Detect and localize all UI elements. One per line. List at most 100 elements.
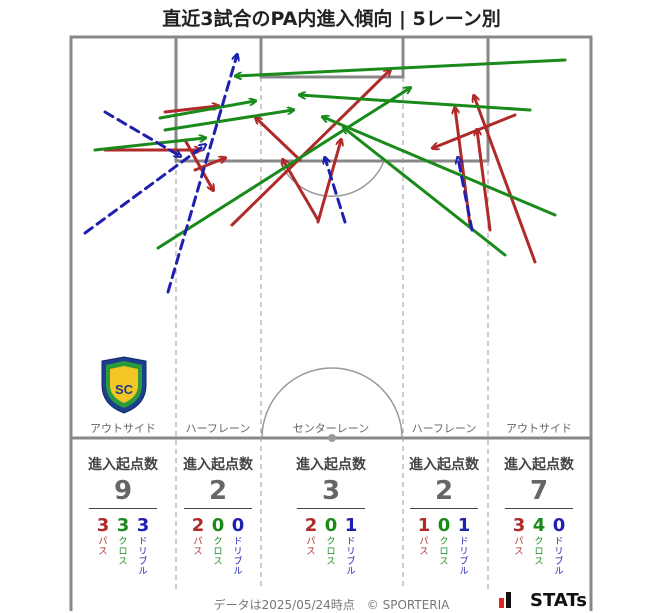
dribble-label: ドリブル bbox=[554, 537, 564, 577]
lane-breakdown: 3 パス 3 クロス 3 ドリブル bbox=[93, 515, 153, 581]
dribble-count: 3 bbox=[136, 515, 150, 536]
dribble-label: ドリブル bbox=[138, 537, 148, 577]
dribble-count: 1 bbox=[457, 515, 471, 536]
pass-arrow bbox=[256, 118, 302, 162]
pass-count-item: 2 パス bbox=[191, 515, 205, 557]
dribble-count-item: 1 ドリブル bbox=[344, 515, 358, 577]
pass-label: パス bbox=[419, 537, 429, 557]
cross-count: 3 bbox=[116, 515, 130, 536]
dribble-label: ドリブル bbox=[459, 537, 469, 577]
center-spot bbox=[328, 434, 336, 442]
lane-divider-rule bbox=[184, 508, 252, 509]
brand-name: STATs bbox=[530, 590, 587, 611]
lane-breakdown: 1 パス 0 クロス 1 ドリブル bbox=[414, 515, 474, 581]
stats-logo-icon bbox=[499, 592, 511, 608]
lane-breakdown: 2 パス 0 クロス 1 ドリブル bbox=[301, 515, 361, 581]
pass-count-item: 3 パス bbox=[512, 515, 526, 557]
cross-arrow bbox=[93, 138, 205, 152]
pass-arrow bbox=[433, 113, 517, 148]
dribble-count-item: 1 ドリブル bbox=[457, 515, 471, 577]
lane-breakdown: 2 パス 0 クロス 0 ドリブル bbox=[188, 515, 248, 581]
pass-arrow bbox=[230, 70, 390, 227]
cross-count: 0 bbox=[324, 515, 338, 536]
pass-arrow bbox=[183, 138, 213, 190]
center-circle bbox=[261, 367, 403, 439]
svg-text:SC: SC bbox=[115, 382, 134, 397]
lane-divider-rule bbox=[89, 508, 157, 509]
penalty-arc bbox=[279, 160, 385, 197]
cross-arrow bbox=[300, 95, 532, 112]
chart-title: 直近3試合のPA内進入傾向 | 5レーン別 bbox=[162, 8, 501, 30]
cross-arrow bbox=[344, 128, 507, 257]
pass-count: 3 bbox=[96, 515, 110, 536]
pass-count: 3 bbox=[512, 515, 526, 536]
entry-arrows bbox=[83, 55, 567, 294]
cross-arrow bbox=[156, 88, 410, 250]
lane-name: アウトサイド bbox=[506, 422, 572, 435]
pass-arrow bbox=[474, 96, 537, 264]
pass-count: 2 bbox=[191, 515, 205, 536]
lane-divider-rule bbox=[505, 508, 573, 509]
pass-count-item: 2 パス bbox=[304, 515, 318, 557]
footer-note: データは2025/05/24時点 © SPORTERIA bbox=[213, 598, 450, 612]
lane-total: 9 bbox=[113, 476, 133, 506]
club-crest-icon: SC bbox=[101, 356, 147, 414]
cross-label: クロス bbox=[439, 537, 449, 567]
goal-area bbox=[259, 35, 405, 79]
lane-stat-header: 進入起点数 bbox=[183, 457, 253, 473]
cross-count-item: 3 クロス bbox=[116, 515, 130, 567]
lane-divider-rule bbox=[410, 508, 478, 509]
pass-label: パス bbox=[98, 537, 108, 557]
cross-label: クロス bbox=[534, 537, 544, 567]
pass-label: パス bbox=[193, 537, 203, 557]
dribble-arrow bbox=[83, 145, 205, 235]
cross-count: 4 bbox=[532, 515, 546, 536]
lane-name: アウトサイド bbox=[90, 422, 156, 435]
dribble-count: 1 bbox=[344, 515, 358, 536]
dribble-count-item: 3 ドリブル bbox=[136, 515, 150, 577]
cross-count-item: 0 クロス bbox=[437, 515, 451, 567]
dribble-arrow bbox=[458, 158, 474, 232]
lane-total: 2 bbox=[434, 476, 454, 506]
pass-count-item: 3 パス bbox=[96, 515, 110, 557]
lane-name: ハーフレーン bbox=[185, 422, 251, 435]
dribble-count: 0 bbox=[231, 515, 245, 536]
dribble-arrow bbox=[325, 158, 347, 224]
pass-count: 1 bbox=[417, 515, 431, 536]
dribble-count-item: 0 ドリブル bbox=[552, 515, 566, 577]
dribble-label: ドリブル bbox=[346, 537, 356, 577]
lane-total: 3 bbox=[321, 476, 341, 506]
cross-label: クロス bbox=[118, 537, 128, 567]
pass-arrow bbox=[283, 160, 320, 222]
cross-count: 0 bbox=[437, 515, 451, 536]
dribble-arrow bbox=[103, 110, 180, 156]
cross-count-item: 4 クロス bbox=[532, 515, 546, 567]
pass-label: パス bbox=[306, 537, 316, 557]
dribble-label: ドリブル bbox=[233, 537, 243, 577]
pass-count: 2 bbox=[304, 515, 318, 536]
lane-divider-rule bbox=[297, 508, 365, 509]
cross-label: クロス bbox=[213, 537, 223, 567]
pass-label: パス bbox=[514, 537, 524, 557]
dribble-arrow bbox=[166, 55, 237, 294]
lane-stat-header: 進入起点数 bbox=[88, 457, 158, 473]
cross-label: クロス bbox=[326, 537, 336, 567]
dribble-count: 0 bbox=[552, 515, 566, 536]
cross-arrow bbox=[163, 110, 293, 132]
lane-total: 7 bbox=[529, 476, 549, 506]
pass-arrow bbox=[477, 130, 492, 232]
pass-count-item: 1 パス bbox=[417, 515, 431, 557]
lane-stat-header: 進入起点数 bbox=[296, 457, 366, 473]
cross-arrow bbox=[323, 117, 557, 217]
cross-count-item: 0 クロス bbox=[211, 515, 225, 567]
lane-stat-header: 進入起点数 bbox=[504, 457, 574, 473]
pass-arrow bbox=[316, 140, 341, 224]
cross-arrow bbox=[158, 101, 255, 120]
cross-count-item: 0 クロス bbox=[324, 515, 338, 567]
lane-name: センターレーン bbox=[292, 422, 370, 435]
cross-count: 0 bbox=[211, 515, 225, 536]
dribble-count-item: 0 ドリブル bbox=[231, 515, 245, 577]
lane-stat-header: 進入起点数 bbox=[409, 457, 479, 473]
lane-name: ハーフレーン bbox=[411, 422, 477, 435]
